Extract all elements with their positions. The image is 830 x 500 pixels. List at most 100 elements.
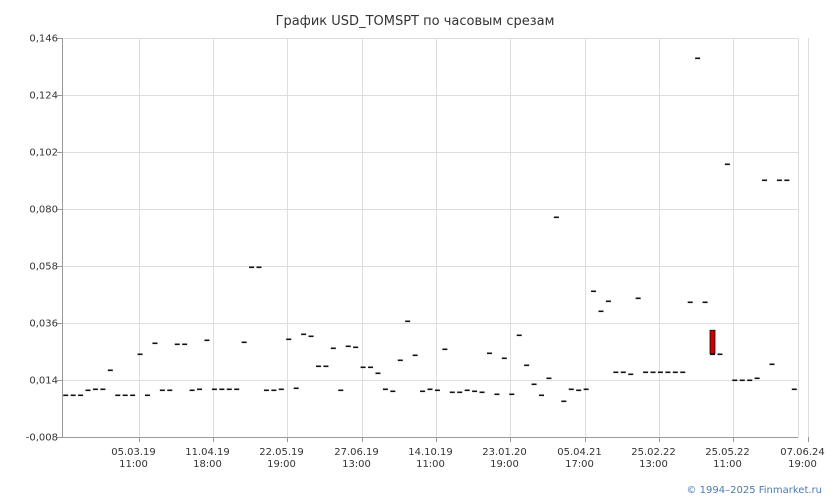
x-tick-date: 22.05.19 (259, 447, 304, 458)
data-point (769, 363, 775, 366)
x-tick-time: 19:00 (788, 459, 817, 470)
x-tick-date: 25.05.22 (705, 447, 750, 458)
data-point (405, 320, 411, 323)
data-point (85, 389, 91, 392)
data-point (546, 377, 552, 380)
data-point (591, 290, 597, 293)
y-tick-label: 0,036 (29, 319, 58, 330)
data-point (308, 335, 314, 338)
data-point (539, 394, 545, 397)
data-point (241, 341, 247, 344)
data-point (524, 364, 530, 367)
data-point (167, 389, 173, 392)
data-point (509, 393, 515, 396)
data-point (390, 390, 396, 393)
data-point (345, 345, 351, 348)
data-point (382, 388, 388, 391)
data-point (427, 388, 433, 391)
data-point (63, 394, 69, 397)
data-point (583, 388, 589, 391)
y-tick-label: 0,124 (29, 91, 58, 102)
x-tick-date: 05.04.21 (557, 447, 602, 458)
x-tick-date: 05.03.19 (111, 447, 156, 458)
y-axis-ticks: -0,008 0,014 0,036 0,058 0,080 0,102 0,124 0,14… (26, 34, 62, 444)
data-point (375, 372, 381, 375)
x-tick-date: 14.10.19 (408, 447, 453, 458)
y-tick-label: 0,146 (29, 34, 58, 45)
data-point (486, 352, 492, 355)
data-point (301, 333, 307, 336)
data-point (211, 388, 217, 391)
y-tick-label: 0,102 (29, 148, 58, 159)
data-point (747, 379, 753, 382)
data-point (672, 371, 678, 374)
data-point (472, 390, 478, 393)
x-axis-ticks: 05.03.1911:0011.04.1918:0022.05.1919:002… (111, 437, 825, 470)
data-point (531, 383, 537, 386)
chart-title: График USD_TOMSPT по часовым срезам (276, 14, 555, 29)
x-tick-time: 11:00 (416, 459, 445, 470)
data-point (204, 339, 210, 342)
data-point (643, 371, 649, 374)
data-point (516, 334, 522, 337)
data-point (368, 366, 374, 369)
data-point (78, 394, 84, 397)
data-point (360, 366, 366, 369)
data-point (710, 353, 716, 356)
data-point (286, 338, 292, 341)
data-point (732, 379, 738, 382)
x-tick-time: 13:00 (342, 459, 371, 470)
data-point (702, 301, 708, 304)
x-tick-time: 11:00 (119, 459, 148, 470)
data-point (635, 297, 641, 300)
data-point (479, 391, 485, 394)
data-point (605, 300, 611, 303)
data-point (182, 343, 188, 346)
x-tick-date: 25.02.22 (631, 447, 676, 458)
data-point (420, 390, 426, 393)
data-point (561, 400, 567, 403)
x-tick-date: 07.06.24 (780, 447, 825, 458)
data-point (353, 346, 359, 349)
data-point (256, 266, 262, 269)
x-tick-time: 11:00 (713, 459, 742, 470)
data-point (278, 388, 284, 391)
data-point (137, 353, 143, 356)
data-point (739, 379, 745, 382)
data-point (197, 388, 203, 391)
data-point (613, 371, 619, 374)
data-point (620, 371, 626, 374)
data-point (762, 179, 768, 182)
data-point (449, 391, 455, 394)
data-point (434, 389, 440, 392)
grid (62, 38, 809, 438)
data-point (724, 163, 730, 166)
data-point (568, 388, 574, 391)
x-tick-date: 11.04.19 (185, 447, 230, 458)
data-point (628, 373, 634, 376)
y-tick-label: -0,008 (26, 433, 58, 444)
data-point (338, 389, 344, 392)
data-point (219, 388, 225, 391)
copyright[interactable]: © 1994–2025 Finmarket.ru (686, 485, 822, 496)
data-point (657, 371, 663, 374)
data-point (598, 310, 604, 313)
data-point (189, 389, 195, 392)
y-tick-label: 0,080 (29, 205, 58, 216)
data-point (330, 347, 336, 350)
data-point (687, 301, 693, 304)
data-point (754, 377, 760, 380)
x-tick-time: 13:00 (639, 459, 668, 470)
data-point (293, 387, 299, 390)
data-point (553, 216, 559, 219)
candle-body (709, 329, 716, 354)
x-tick-date: 27.06.19 (334, 447, 379, 458)
x-tick-time: 17:00 (565, 459, 594, 470)
data-point (791, 388, 797, 391)
data-point (70, 394, 76, 397)
data-point (130, 394, 136, 397)
data-point (234, 388, 240, 391)
data-point (776, 179, 782, 182)
data-point (159, 389, 165, 392)
